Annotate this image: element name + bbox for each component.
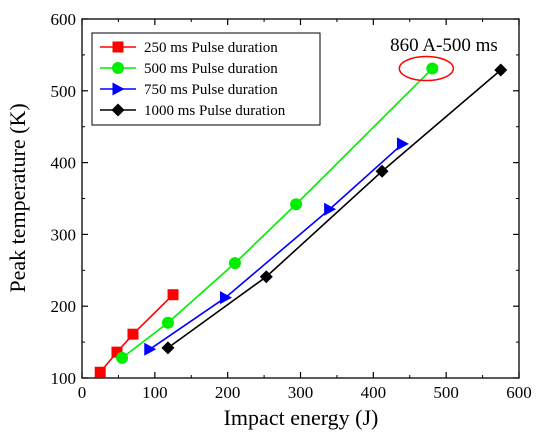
x-tick-label: 0 (78, 383, 87, 402)
data-point (494, 63, 508, 77)
y-tick-label: 400 (51, 154, 77, 173)
data-point (219, 291, 232, 305)
x-tick-label: 100 (142, 383, 168, 402)
series-line (149, 143, 404, 350)
series-2 (116, 62, 439, 364)
x-tick-label: 600 (506, 383, 532, 402)
data-point (375, 164, 389, 178)
legend-marker (111, 103, 125, 117)
data-point (228, 257, 241, 270)
series-line (99, 294, 174, 373)
y-tick-label: 500 (51, 82, 77, 101)
data-point (290, 198, 303, 211)
x-tick-label: 500 (433, 383, 459, 402)
data-point (161, 341, 175, 355)
x-tick-label: 300 (288, 383, 314, 402)
y-tick-label: 300 (51, 225, 77, 244)
legend-label: 250 ms Pulse duration (144, 40, 278, 56)
legend-marker (112, 41, 124, 53)
data-point (426, 62, 439, 75)
data-point (167, 289, 179, 301)
y-tick-label: 600 (51, 10, 77, 29)
y-tick-label: 200 (51, 297, 77, 316)
legend-label: 500 ms Pulse duration (144, 61, 278, 77)
data-point (161, 316, 174, 329)
series-1 (94, 289, 179, 378)
legend-label: 750 ms Pulse duration (144, 82, 278, 98)
data-point (144, 342, 157, 356)
x-axis-title: Impact energy (J) (224, 405, 379, 430)
data-point (127, 328, 139, 340)
legend-marker (112, 82, 125, 96)
data-point (111, 346, 123, 358)
data-point (259, 270, 273, 284)
legend-marker (112, 62, 124, 74)
data-point (116, 351, 129, 364)
annotation-label: 860 A-500 ms (390, 35, 498, 56)
data-point (324, 202, 337, 216)
data-point (94, 366, 106, 378)
series-3 (144, 137, 409, 356)
annotation-ellipse (398, 55, 455, 82)
y-axis-title: Peak temperature (K) (5, 103, 30, 292)
series-4 (161, 63, 508, 355)
x-tick-label: 400 (361, 383, 387, 402)
legend-label: 1000 ms Pulse duration (144, 103, 286, 119)
data-point (396, 137, 409, 151)
series-line (167, 69, 502, 349)
y-tick-label: 100 (51, 369, 77, 388)
x-tick-label: 200 (215, 383, 241, 402)
